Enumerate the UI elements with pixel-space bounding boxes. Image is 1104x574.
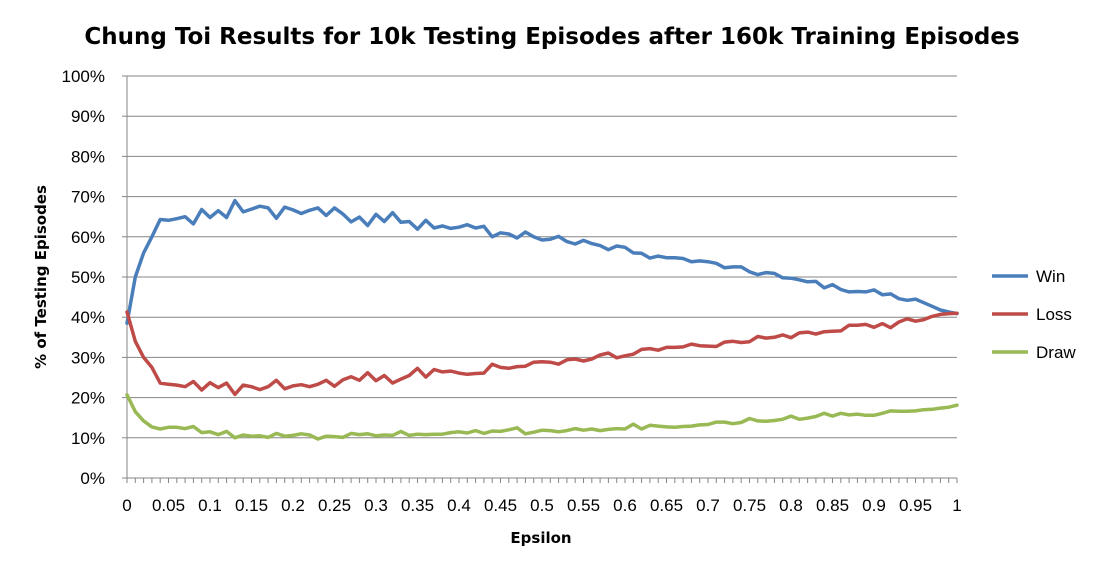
y-tick-label: 30%	[71, 348, 105, 367]
series-line-win	[125, 198, 959, 325]
legend-item-draw: Draw	[992, 343, 1076, 362]
y-tick-label: 20%	[71, 389, 105, 408]
legend-item-win: Win	[992, 267, 1065, 286]
x-tick-label: 0.1	[198, 496, 222, 515]
x-tick-label: 1	[952, 496, 961, 515]
x-tick-label: 0.2	[281, 496, 305, 515]
x-tick-label: 0.5	[530, 496, 554, 515]
x-tick-label: 0.45	[484, 496, 517, 515]
y-axis-title: % of Testing Episodes	[32, 185, 50, 369]
y-tick-label: 0%	[80, 469, 105, 488]
y-tick-label: 10%	[71, 429, 105, 448]
x-axis-title: Epsilon	[510, 529, 571, 547]
x-tick-label: 0.05	[152, 496, 185, 515]
legend: Win Loss Draw	[992, 267, 1076, 362]
x-tick-label: 0.6	[613, 496, 637, 515]
x-axis-ticks: 0 0.05 0.1 0.15 0.2 0.25 0.3 0.35 0.4 0.45 0.5 0.55…	[122, 496, 961, 515]
series-line-loss	[125, 310, 959, 397]
y-tick-label: 70%	[71, 188, 105, 207]
series-lines	[125, 198, 959, 441]
legend-item-loss: Loss	[992, 305, 1072, 324]
chart-title: Chung Toi Results for 10k Testing Episod…	[84, 24, 1019, 50]
x-tick-label: 0	[122, 496, 131, 515]
axes	[122, 75, 958, 483]
x-tick-label: 0.4	[447, 496, 471, 515]
y-tick-label: 90%	[71, 107, 105, 126]
y-tick-label: 80%	[71, 147, 105, 166]
x-tick-label: 0.65	[650, 496, 683, 515]
gridlines	[127, 75, 957, 439]
y-axis-ticks: 0% 10% 20% 30% 40% 50% 60% 70% 80% 90% 100%	[62, 67, 105, 488]
x-tick-label: 0.15	[235, 496, 268, 515]
x-tick-label: 0.85	[816, 496, 849, 515]
x-tick-label: 0.95	[899, 496, 932, 515]
y-tick-label: 50%	[71, 268, 105, 287]
y-tick-label: 40%	[71, 308, 105, 327]
x-tick-label: 0.25	[318, 496, 351, 515]
x-tick-label: 0.7	[696, 496, 720, 515]
legend-label: Win	[1036, 267, 1065, 286]
y-tick-label: 100%	[62, 67, 105, 86]
x-tick-label: 0.55	[567, 496, 600, 515]
legend-label: Draw	[1036, 343, 1076, 362]
x-tick-label: 0.75	[733, 496, 766, 515]
legend-label: Loss	[1036, 305, 1072, 324]
x-tick-label: 0.35	[401, 496, 434, 515]
x-tick-label: 0.8	[779, 496, 803, 515]
x-tick-label: 0.3	[364, 496, 388, 515]
series-line-draw	[125, 393, 959, 441]
x-tick-label: 0.9	[862, 496, 886, 515]
y-tick-label: 60%	[71, 228, 105, 247]
